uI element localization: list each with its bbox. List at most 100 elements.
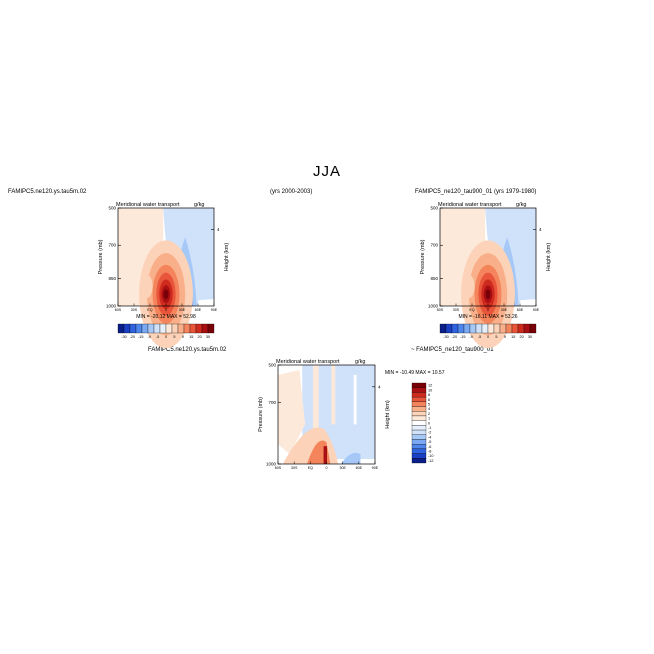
colorbar-tick-2: -15 [138,335,144,339]
colorbar-swatch-7 [159,323,167,334]
colorbar-tick-13: -6 [428,445,431,449]
colorbar-tick-15: -10 [428,454,434,458]
colorbar-swatch-11 [411,434,427,440]
colorbar-tick-10: 30 [528,335,532,339]
colorbar-swatch-11 [505,323,513,334]
diff-field-south [278,369,306,455]
colorbar-tick-5: 0 [487,335,489,339]
xtick-label-1: 30S [291,466,298,470]
xtick-label-6: 90E [533,308,540,312]
ylabel-right: Height (km) [546,243,552,272]
colorbar-tick-3: -9 [148,335,151,339]
colorbar-swatch-12 [511,323,519,334]
colorbar-swatch-16 [411,458,427,464]
colorbar-swatch-13 [517,323,525,334]
plume-ring-6 [485,289,491,300]
ytick-label-1: 700 [430,243,438,248]
colorbar-swatch-5 [411,406,427,412]
diff-surface-core [323,446,327,464]
colorbar-tick-2: 8 [428,393,430,397]
colorbar-tick-12: -5 [428,440,431,444]
colorbar-swatch-7 [411,415,427,421]
colorbar-swatch-0 [117,323,125,334]
plume-side-lobe [141,274,153,299]
colorbar-swatch-14 [201,323,209,334]
colorbar-tick-3: -9 [470,335,473,339]
ytick-label-2: 1000 [266,462,277,467]
ylabel: Pressure (mb) [420,239,426,274]
colorbar-swatch-6 [153,323,161,334]
colorbar-swatch-2 [129,323,137,334]
left-case-label: FAMIPC5.ne120.ys.tau5m.02 [8,189,87,195]
xtick-label-5: 60E [195,308,202,312]
xtick-label-5: 60E [517,308,524,312]
colorbar-swatch-15 [411,453,427,459]
xtick-label-6: 90E [211,308,218,312]
field-surface-mask [518,299,536,306]
panel-units: g/kg [194,202,204,208]
right-case-label: FAMIPC5_ne120_tau900_01 (yrs 1979-1980) [415,189,537,195]
colorbar-swatch-10 [499,323,507,334]
stats-label: MIN = -20.12 MAX = 52.98 [136,314,196,320]
xtick-label-4: 30E [179,308,186,312]
left-years-label: (yrs 2000-2003) [270,189,313,195]
colorbar-tick-16: -12 [428,459,434,463]
plume-side-lobe [463,274,475,299]
ytick-label-2: 850 [430,276,438,281]
plume-ring-6 [163,289,169,300]
panel-title: Meridional water transport [276,359,340,365]
diff-case-label: FAMIPC5.ne120.ys.tau5m.02 [148,347,227,353]
colorbar-tick-8: 15 [511,335,515,339]
xtick-label-0: 60S [275,466,282,470]
colorbar-swatch-6 [475,323,483,334]
ytick-label-0: 500 [108,206,116,211]
colorbar-tick-4: -5 [156,335,159,339]
xtick-label-3: 0 [326,466,328,470]
colorbar-tick-8: 0 [428,421,430,425]
chart-panel-right: Meridional water transport g/kg5007008501… [420,202,552,349]
colorbar-swatch-9 [411,425,427,431]
colorbar-swatch-1 [411,387,427,393]
colorbar-tick-4: -5 [478,335,481,339]
ytick-label-3: 1000 [106,304,117,309]
colorbar-tick-10: -2 [428,431,431,435]
colorbar-tick-10: 30 [206,335,210,339]
colorbar-swatch-3 [457,323,465,334]
colorbar-swatch-14 [523,323,531,334]
colorbar-swatch-15 [207,323,215,334]
diff-surface-blue [341,452,361,464]
colorbar-swatch-8 [411,420,427,426]
stats-label: MIN = -10.49 MAX = 10.57 [385,370,445,376]
colorbar-tick-14: -8 [428,450,431,454]
colorbar-tick-1: 10 [428,388,432,392]
ytick-label-1: 700 [268,400,276,405]
colorbar-swatch-2 [451,323,459,334]
colorbar-tick-7: 9 [504,335,506,339]
panel-title: Meridional water transport [438,202,502,208]
chart-panel-left: Meridional water transport g/kg5007008501… [98,202,230,349]
diff-minus-label: ~ FAMIPC5_ne120_tau900_01 [411,347,494,353]
colorbar-tick-9: 20 [197,335,201,339]
colorbar-swatch-13 [411,444,427,450]
ytick-label-3: 1000 [428,304,439,309]
colorbar-swatch-5 [469,323,477,334]
colorbar-tick-11: -4 [428,435,431,439]
colorbar-swatch-6 [411,411,427,417]
ytick-right-label: 4 [539,227,542,232]
ytick-right-label: 4 [378,384,381,389]
colorbar-swatch-5 [147,323,155,334]
colorbar-swatch-10 [177,323,185,334]
diff-strip-1 [312,365,319,460]
xtick-label-2: EQ [147,308,152,312]
colorbar-swatch-1 [445,323,453,334]
colorbar-tick-0: 12 [428,384,432,388]
colorbar-swatch-14 [411,448,427,454]
ylabel-right: Height (km) [385,400,391,429]
xtick-label-4: 30E [501,308,508,312]
colorbar-swatch-8 [487,323,495,334]
colorbar-swatch-13 [195,323,203,334]
colorbar-swatch-9 [171,323,179,334]
colorbar-tick-4: 5 [428,402,430,406]
colorbar-tick-7: 1 [428,417,430,421]
